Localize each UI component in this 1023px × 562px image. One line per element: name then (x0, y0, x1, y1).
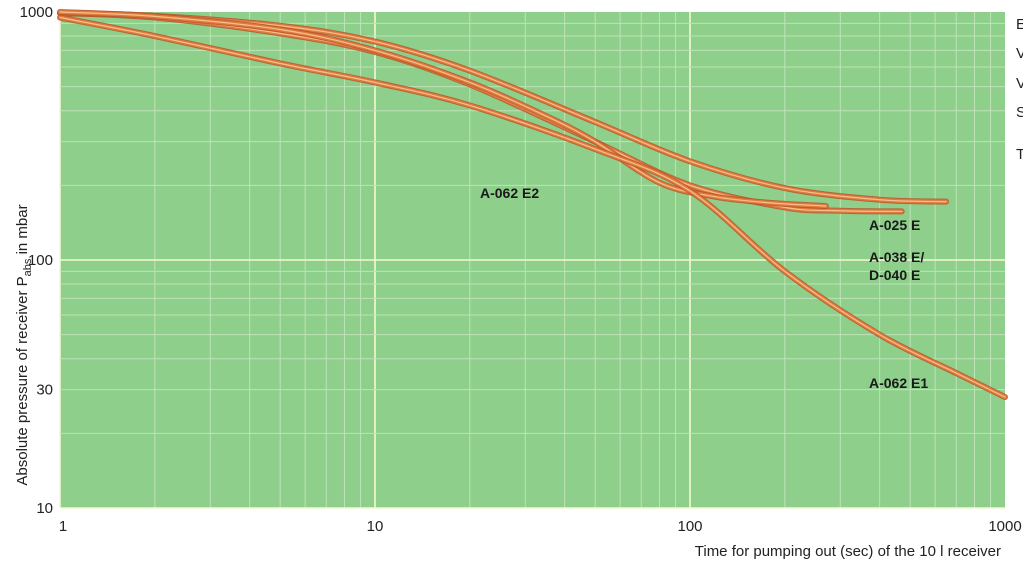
right-text-5: T (1016, 146, 1023, 163)
x-tick-label: 1 (59, 518, 67, 535)
x-tick-label: 10 (367, 518, 384, 535)
series-label: A-062 E1 (869, 375, 928, 391)
series-line-highlight-3 (59, 16, 1006, 398)
y-tick-labels: 10 30 100 1000 (20, 4, 53, 517)
right-text-3: V (1016, 75, 1023, 92)
y-axis-title-main: Absolute pressure of receiver P (14, 276, 31, 485)
right-text-1: E (1016, 16, 1023, 33)
right-text-4: S (1016, 104, 1023, 121)
series-labels: A-025 E A-038 E/D-040 E A-062 E2 A-062 E1 (480, 185, 928, 391)
x-tick-label: 1000 (988, 518, 1021, 535)
y-axis-title-subscript: abs (22, 258, 34, 276)
y-tick-label: 30 (36, 382, 53, 399)
series-label: A-025 E (869, 217, 920, 233)
series-label: D-040 E (869, 267, 920, 283)
series-line-highlight-2 (59, 11, 827, 207)
y-axis-title-tail: in mbar (14, 204, 31, 258)
y-axis-title: Absolute pressure of receiver Pabs in mb… (14, 204, 34, 485)
y-tick-label: 10 (36, 500, 53, 517)
series-lines (57, 9, 1008, 401)
series-label: A-038 E/ (869, 249, 924, 265)
x-tick-label: 100 (677, 518, 702, 535)
grid (59, 12, 1005, 509)
y-tick-label: 1000 (20, 4, 53, 21)
y-tick-label: 100 (28, 252, 53, 269)
x-axis-title: Time for pumping out (sec) of the 10 l r… (695, 543, 1001, 560)
right-text-2: V (1016, 45, 1023, 62)
x-tick-labels: 1 10 100 1000 (59, 518, 1022, 535)
series-label: A-062 E2 (480, 185, 539, 201)
